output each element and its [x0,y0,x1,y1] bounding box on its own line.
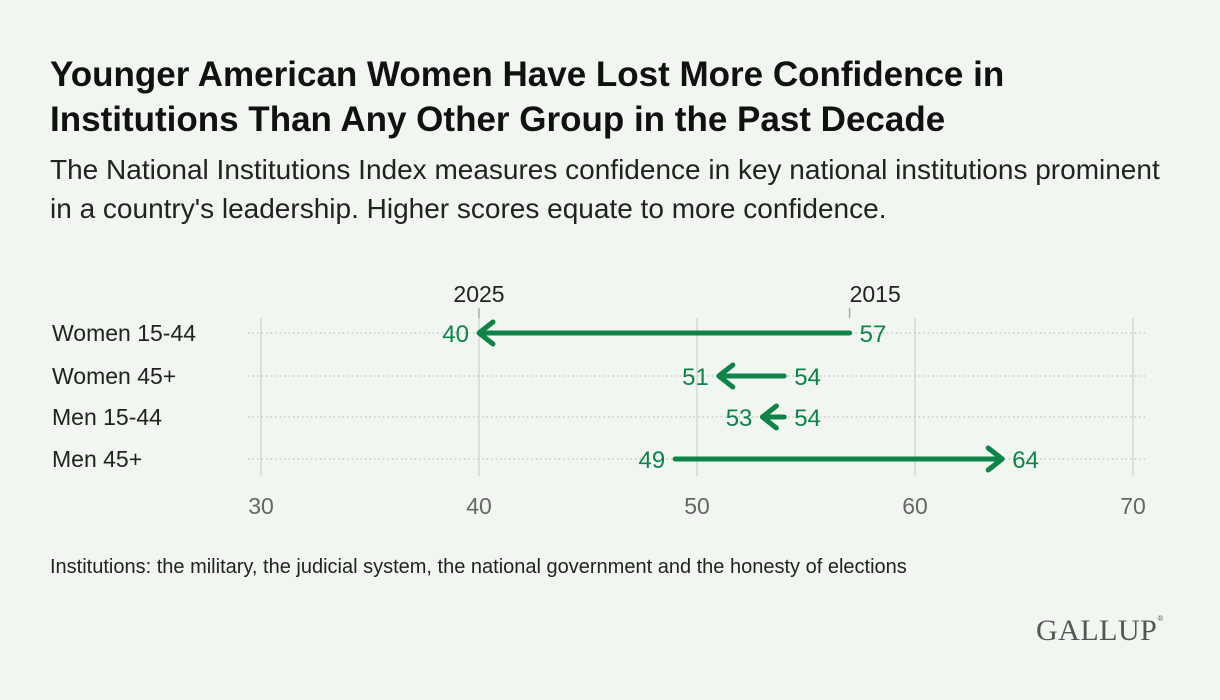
arrow-head [759,403,779,431]
x-tick-label: 50 [684,493,710,519]
category-label: Women 15-44 [52,320,196,346]
x-tick-label: 60 [902,493,928,519]
category-label: Men 15-44 [52,404,162,430]
x-tick-label: 40 [466,493,492,519]
year-label-end: 2025 [453,281,504,307]
x-tick-label: 70 [1120,493,1146,519]
category-label: Men 45+ [52,446,142,472]
arrow-head [985,445,1005,473]
value-label-2015: 57 [860,321,887,348]
value-label-2015: 54 [794,364,821,391]
value-label-2025: 40 [442,321,469,348]
chart-title: Younger American Women Have Lost More Co… [50,55,1005,139]
value-label-2015: 49 [638,447,665,474]
chart-subtitle: The National Institutions Index measures… [50,154,1160,224]
footnote: Institutions: the military, the judicial… [50,556,907,578]
value-label-2025: 53 [726,405,753,432]
year-label-start: 2015 [850,281,901,307]
gallup-logo: GALLUP® [1036,614,1164,647]
dumbbell-chart: 30 40 50 60 70 Women 15-44 Women 45+ Men 15-44 M… [52,281,1146,519]
category-label: Women 45+ [52,363,176,389]
arrow-head [476,319,496,347]
x-tick-label: 30 [248,493,274,519]
value-label-2015: 54 [794,405,821,432]
arrow-head [716,362,736,390]
value-label-2025: 51 [682,364,709,391]
value-label-2025: 64 [1012,447,1039,474]
logo-text: GALLUP [1036,614,1158,647]
